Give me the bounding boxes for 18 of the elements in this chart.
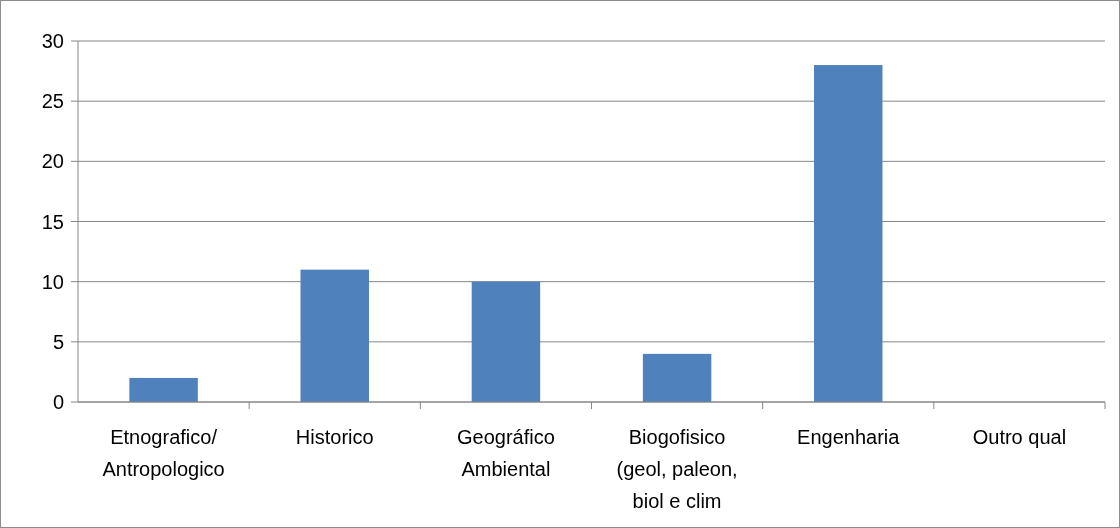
y-tick-label: 5	[52, 330, 64, 353]
x-tick-label: Etnografico/Antropologico	[102, 426, 225, 480]
bar	[471, 281, 541, 402]
bar	[129, 377, 198, 402]
x-tick-label: Historico	[295, 426, 374, 448]
x-tick-label: Geográfico Ambiental	[456, 426, 555, 480]
bar	[642, 353, 712, 402]
y-tick-label: 0	[52, 391, 64, 413]
y-tick-label: 20	[41, 150, 64, 173]
y-tick-label: 25	[41, 90, 64, 113]
y-tick-label: 30	[41, 30, 64, 52]
x-tick-label: Engenharia	[797, 426, 901, 448]
x-tick-label: Outro qual	[972, 426, 1067, 448]
bar	[814, 65, 883, 402]
x-tick-label: Biogofisico (geol, paleon, biol e clim	[616, 426, 738, 512]
y-tick-label: 10	[41, 270, 64, 293]
y-tick-label: 15	[41, 210, 64, 233]
bar	[300, 269, 369, 402]
